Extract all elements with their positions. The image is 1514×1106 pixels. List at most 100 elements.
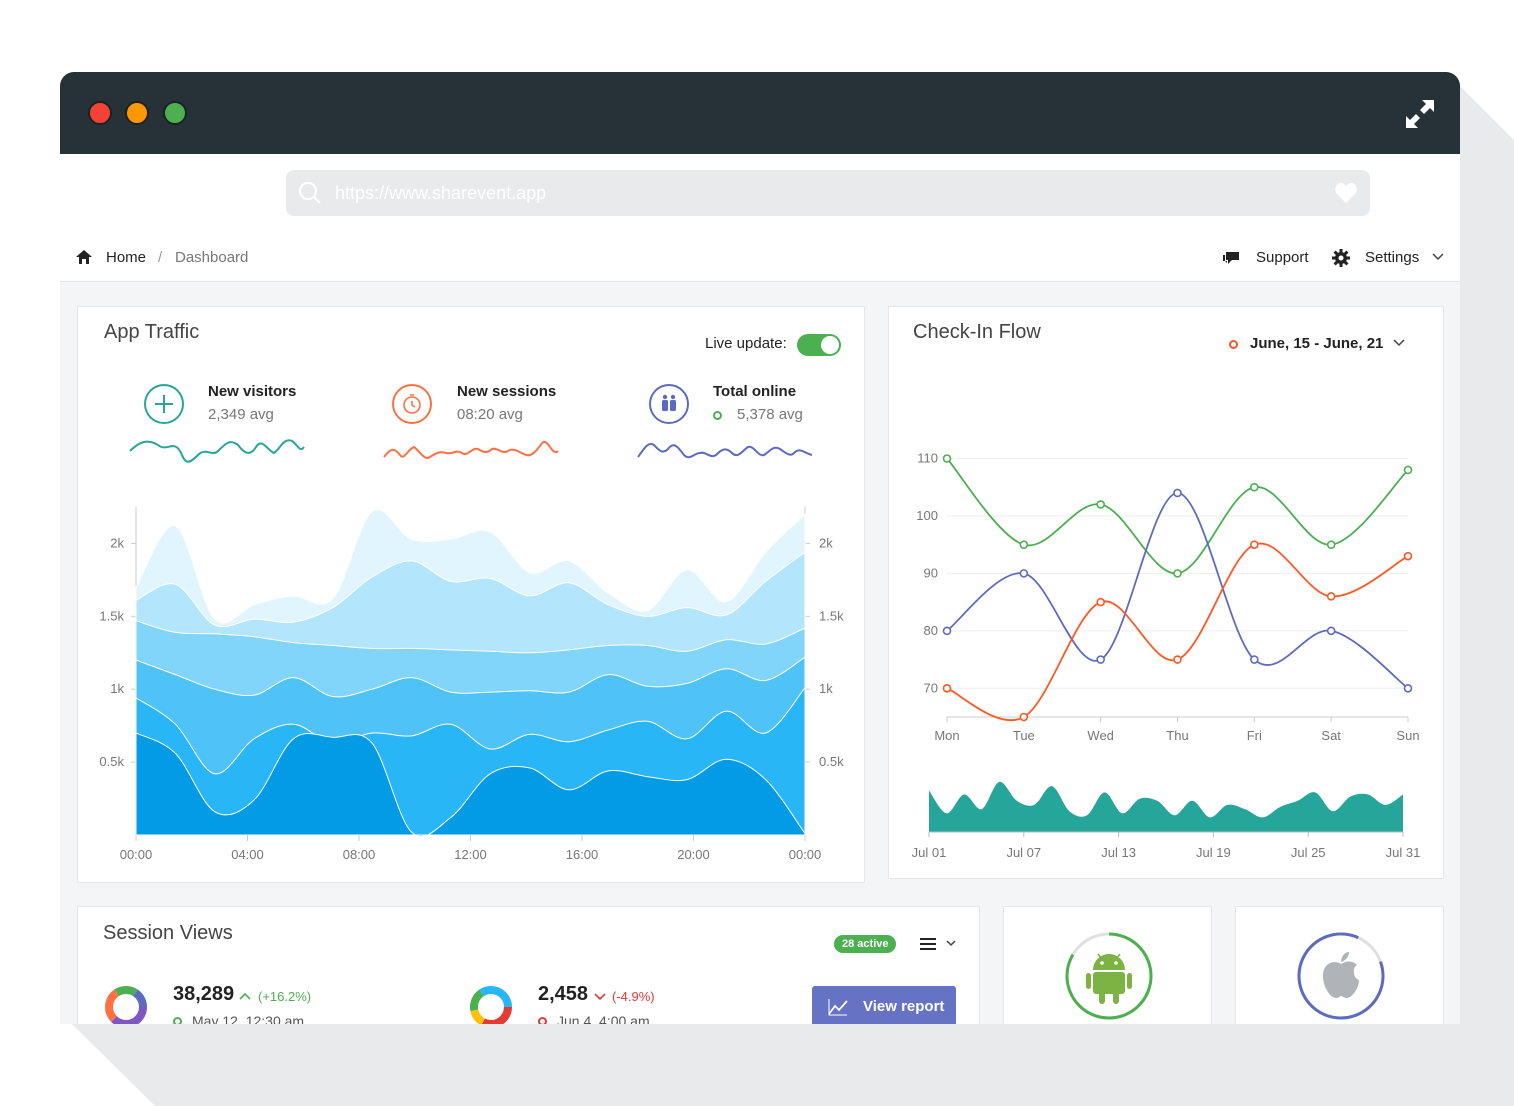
android-card — [1003, 906, 1212, 1024]
session-value-2: 2,458 — [538, 983, 589, 1005]
x-tick-label: 04:00 — [231, 847, 264, 862]
checkin-point — [1326, 626, 1336, 636]
session-status-icon-2 — [538, 1017, 547, 1024]
x-tick-label: Jul 19 — [1196, 845, 1231, 860]
settings-menu[interactable]: Settings — [1365, 249, 1420, 266]
chevron-down-icon[interactable] — [1393, 339, 1405, 347]
checkin-point — [1250, 655, 1259, 664]
y-tick-label-left: 1k — [110, 681, 124, 696]
session-views-card: Session Views 28 active 38,289 (+16.2%) … — [77, 906, 980, 1024]
donut-chart-icon — [105, 986, 147, 1024]
x-tick-label: Sat — [1321, 728, 1341, 743]
chevron-down-icon[interactable] — [1432, 253, 1444, 261]
checkin-line-chart: 70 80 90 100 110 Mon Tue Wed Thu Fri Sat Sun — [916, 450, 1419, 743]
date-status-icon — [1229, 340, 1238, 349]
clock-icon — [392, 384, 432, 424]
expand-icon[interactable] — [1402, 96, 1438, 132]
home-icon[interactable] — [76, 250, 92, 264]
x-tick-label: 16:00 — [566, 847, 599, 862]
y-tick-label: 90 — [924, 565, 938, 580]
session-date-1: May 12, 12:30 am — [192, 1013, 305, 1024]
new-sessions-value: 08:20 avg — [457, 406, 523, 423]
users-icon — [649, 384, 689, 424]
chat-icon — [1223, 252, 1239, 264]
total-online-sparkline — [637, 443, 813, 459]
session-value-1: 38,289 — [173, 983, 235, 1005]
session-views-title: Session Views — [103, 922, 233, 944]
app-traffic-chart: 0.5k 0.5k 1k 1k 1.5k 1.5k 2k 2k 00:00 04:00 08:00 1… — [99, 507, 844, 862]
checkin-point — [942, 626, 952, 636]
view-report-label: View report — [863, 998, 945, 1015]
y-tick-label-right: 1.5k — [819, 608, 844, 623]
session-change-2: (-4.9%) — [612, 989, 655, 1004]
x-tick-label: Fri — [1247, 728, 1262, 743]
new-sessions-sparkline — [383, 440, 559, 459]
session-status-icon-1 — [173, 1017, 182, 1024]
view-report-button[interactable]: View report — [812, 986, 956, 1024]
checkin-point — [1173, 655, 1182, 664]
checkin-point — [1096, 500, 1105, 509]
checkin-point — [1019, 712, 1029, 722]
y-tick-label: 110 — [917, 450, 938, 465]
apple-card — [1235, 906, 1444, 1024]
checkin-point — [942, 454, 952, 463]
x-tick-label: 00:00 — [120, 847, 153, 862]
y-tick-label-left: 1.5k — [99, 608, 124, 623]
menu-icon[interactable] — [919, 937, 937, 951]
checkin-point — [1326, 592, 1336, 601]
checkin-point — [1096, 655, 1105, 664]
trend-up-icon — [239, 992, 251, 1000]
apple-icon — [1297, 932, 1385, 1020]
july-area — [929, 781, 1403, 832]
checkin-point — [1250, 482, 1259, 492]
y-tick-label-left: 0.5k — [99, 754, 124, 769]
checkin-flow-card: Check-In Flow June, 15 - June, 21 70 80 90… — [888, 306, 1444, 879]
y-tick-label-right: 0.5k — [819, 754, 844, 769]
chevron-down-icon[interactable] — [946, 940, 956, 947]
x-tick-label: Jul 01 — [912, 845, 947, 860]
plus-icon — [144, 384, 184, 424]
checkin-point — [1019, 540, 1029, 549]
new-visitors-label: New visitors — [208, 383, 297, 400]
x-tick-label: Thu — [1166, 728, 1188, 743]
checkin-point — [1173, 488, 1182, 498]
gear-icon — [1332, 249, 1350, 267]
heart-icon[interactable] — [1334, 182, 1358, 204]
breadcrumb-separator: / — [158, 249, 163, 266]
x-tick-label: Sun — [1396, 728, 1419, 743]
date-range-select[interactable]: June, 15 - June, 21 — [1250, 335, 1384, 352]
support-link[interactable]: Support — [1256, 249, 1309, 266]
new-visitors-value: 2,349 avg — [208, 406, 274, 423]
y-tick-label: 80 — [924, 623, 938, 638]
checkin-point — [942, 683, 952, 693]
sparklines — [129, 439, 813, 463]
x-tick-label: Tue — [1013, 728, 1035, 743]
live-update-toggle[interactable] — [797, 334, 841, 356]
minimize-window-button[interactable] — [125, 101, 149, 125]
checkin-flow-title: Check-In Flow — [913, 321, 1041, 343]
checkin-point — [1019, 569, 1029, 578]
x-tick-label: Jul 25 — [1291, 845, 1326, 860]
session-date-2: Jun 4, 4:00 am — [557, 1013, 650, 1024]
address-bar-area: https://www.sharevent.app — [60, 154, 1460, 235]
url-text[interactable]: https://www.sharevent.app — [335, 183, 547, 203]
y-tick-label: 70 — [924, 680, 938, 695]
x-tick-label: 00:00 — [789, 847, 822, 862]
y-tick-label-left: 2k — [110, 535, 124, 550]
chart-line-icon — [828, 999, 848, 1016]
x-tick-label: Mon — [934, 728, 959, 743]
x-tick-label: 08:00 — [343, 847, 376, 862]
address-bar[interactable]: https://www.sharevent.app — [286, 170, 1370, 216]
close-window-button[interactable] — [88, 101, 112, 125]
browser-window: https://www.sharevent.app Home / Dashboa… — [60, 72, 1460, 1024]
x-tick-label: Jul 13 — [1101, 845, 1136, 860]
maximize-window-button[interactable] — [163, 101, 187, 125]
trend-down-icon — [594, 993, 606, 1001]
breadcrumb-current: Dashboard — [175, 249, 249, 266]
checkin-point — [1403, 551, 1413, 561]
search-icon — [299, 182, 321, 204]
donut-chart-icon — [470, 986, 512, 1024]
y-tick-label: 100 — [916, 508, 938, 523]
checkin-point — [1096, 597, 1105, 607]
breadcrumb-home[interactable]: Home — [106, 249, 147, 266]
